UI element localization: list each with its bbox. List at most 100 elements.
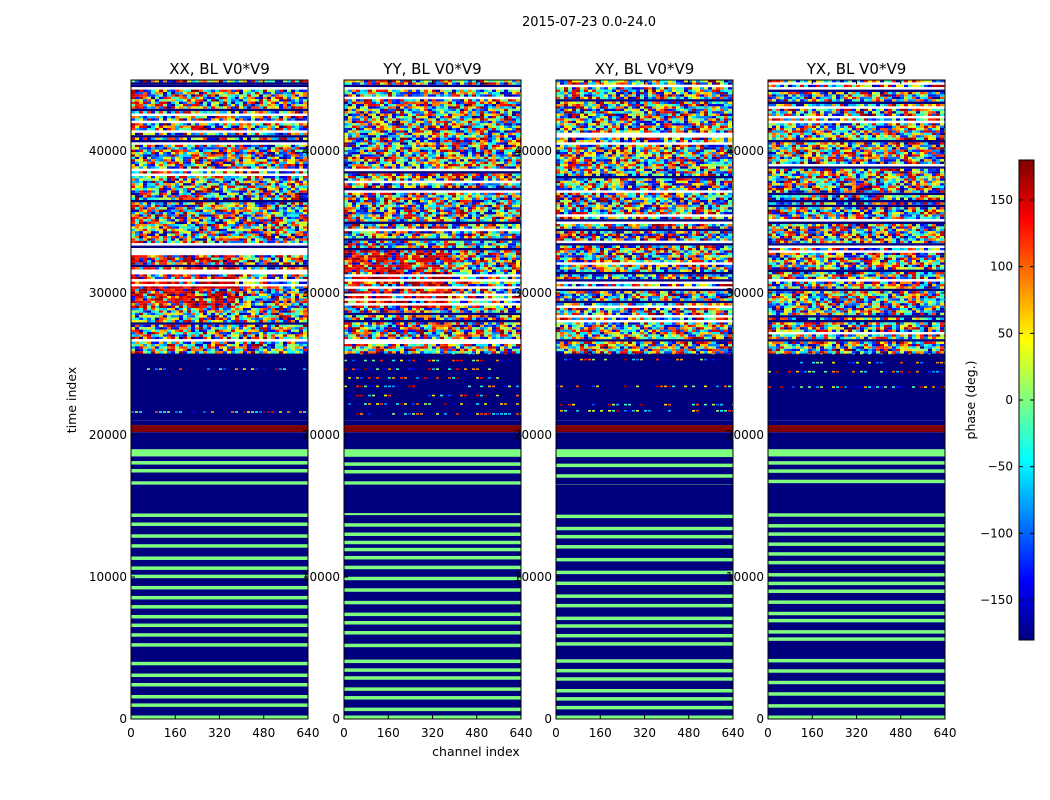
- heatmap-cell: [356, 118, 360, 121]
- heatmap-cell: [344, 368, 347, 370]
- heatmap-cell: [207, 197, 211, 200]
- heatmap-cell: [227, 324, 231, 328]
- heatmap-cell: [299, 276, 303, 280]
- heatmap-cell: [223, 80, 227, 83]
- heatmap-cell: [287, 128, 291, 131]
- heatmap-cell: [155, 96, 159, 100]
- heatmap-cell: [279, 255, 283, 258]
- heatmap-cell: [139, 238, 143, 241]
- heatmap-cell: [247, 178, 251, 181]
- heatmap-cell: [207, 298, 211, 301]
- heatmap-cell: [143, 137, 147, 140]
- heatmap-cell: [259, 238, 263, 241]
- heatmap-cell: [179, 233, 183, 236]
- heatmap-cell: [303, 320, 307, 323]
- heatmap-cell: [131, 94, 135, 97]
- heatmap-cell: [215, 156, 219, 160]
- heatmap-stripe: [344, 659, 521, 664]
- heatmap-cell: [243, 192, 247, 196]
- heatmap-cell: [271, 212, 275, 215]
- heatmap-cell: [275, 286, 279, 289]
- heatmap-band: [344, 449, 521, 457]
- heatmap-cell: [251, 214, 255, 217]
- heatmap-cell: [303, 80, 307, 83]
- heatmap-cell: [183, 300, 187, 304]
- heatmap-cell: [287, 332, 291, 335]
- heatmap-cell: [279, 329, 283, 332]
- heatmap-cell: [143, 324, 147, 328]
- heatmap-cell: [259, 166, 263, 169]
- heatmap-cell: [295, 317, 299, 320]
- heatmap-cell: [275, 351, 279, 354]
- heatmap-cell: [199, 156, 203, 160]
- heatmap-cell: [131, 152, 135, 155]
- heatmap-cell: [239, 300, 243, 304]
- heatmap-cell: [404, 403, 407, 405]
- y-tick-label: 30000: [89, 286, 127, 300]
- heatmap-cell: [215, 197, 219, 200]
- heatmap-cell: [179, 188, 183, 191]
- heatmap-cell: [199, 216, 203, 220]
- heatmap-cell: [187, 303, 191, 306]
- heatmap-cell: [356, 80, 360, 83]
- heatmap-cell: [179, 236, 183, 239]
- heatmap-cell: [239, 281, 243, 284]
- heatmap-cell: [243, 106, 247, 109]
- heatmap-cell: [147, 341, 151, 344]
- heatmap-cell: [191, 176, 195, 179]
- heatmap-cell: [251, 180, 255, 184]
- heatmap-cell: [187, 368, 190, 370]
- heatmap-cell: [275, 341, 279, 344]
- heatmap-cell: [303, 116, 307, 119]
- heatmap-cell: [275, 183, 279, 186]
- heatmap-cell: [291, 344, 295, 347]
- heatmap-cell: [468, 113, 472, 116]
- heatmap-cell: [231, 132, 235, 136]
- heatmap-cell: [480, 385, 483, 388]
- heatmap-cell: [143, 286, 147, 289]
- heatmap-cell: [179, 305, 183, 308]
- heatmap-cell: [223, 315, 227, 318]
- heatmap-cell: [251, 188, 255, 191]
- heatmap-stripe: [344, 481, 521, 485]
- heatmap-cell: [211, 324, 215, 328]
- heatmap-cell: [283, 310, 287, 313]
- heatmap-cell: [412, 116, 416, 119]
- heatmap-cell: [155, 171, 159, 174]
- heatmap-cell: [223, 159, 227, 162]
- heatmap-cell: [275, 346, 279, 349]
- heatmap-cell: [299, 161, 303, 164]
- heatmap-cell: [239, 144, 243, 148]
- heatmap-cell: [159, 132, 163, 136]
- heatmap-cell: [175, 190, 179, 193]
- heatmap-cell: [207, 348, 211, 352]
- heatmap-cell: [163, 204, 167, 208]
- heatmap-cell: [139, 320, 143, 323]
- heatmap-cell: [492, 413, 495, 415]
- heatmap-cell: [191, 144, 195, 148]
- heatmap-cell: [271, 106, 275, 109]
- heatmap-cell: [247, 125, 251, 128]
- heatmap-cell: [203, 92, 207, 95]
- heatmap-cell: [139, 231, 143, 234]
- heatmap-cell: [227, 310, 231, 313]
- heatmap-row: [131, 272, 308, 275]
- heatmap-cell: [155, 336, 159, 340]
- heatmap-cell: [392, 118, 396, 121]
- heatmap-cell: [456, 413, 459, 415]
- heatmap-cell: [516, 108, 520, 112]
- heatmap-cell: [243, 221, 247, 224]
- heatmap-cell: [255, 152, 259, 155]
- heatmap-cell: [484, 108, 488, 112]
- heatmap-cell: [235, 159, 239, 162]
- heatmap-cell: [364, 92, 368, 95]
- heatmap-cell: [239, 159, 243, 162]
- heatmap-cell: [171, 327, 175, 330]
- heatmap-cell: [303, 226, 307, 229]
- heatmap-cell: [183, 281, 187, 284]
- heatmap-row: [131, 322, 308, 325]
- heatmap-cell: [251, 204, 255, 208]
- heatmap-cell: [175, 236, 179, 239]
- heatmap-cell: [420, 82, 424, 85]
- heatmap-cell: [219, 159, 223, 162]
